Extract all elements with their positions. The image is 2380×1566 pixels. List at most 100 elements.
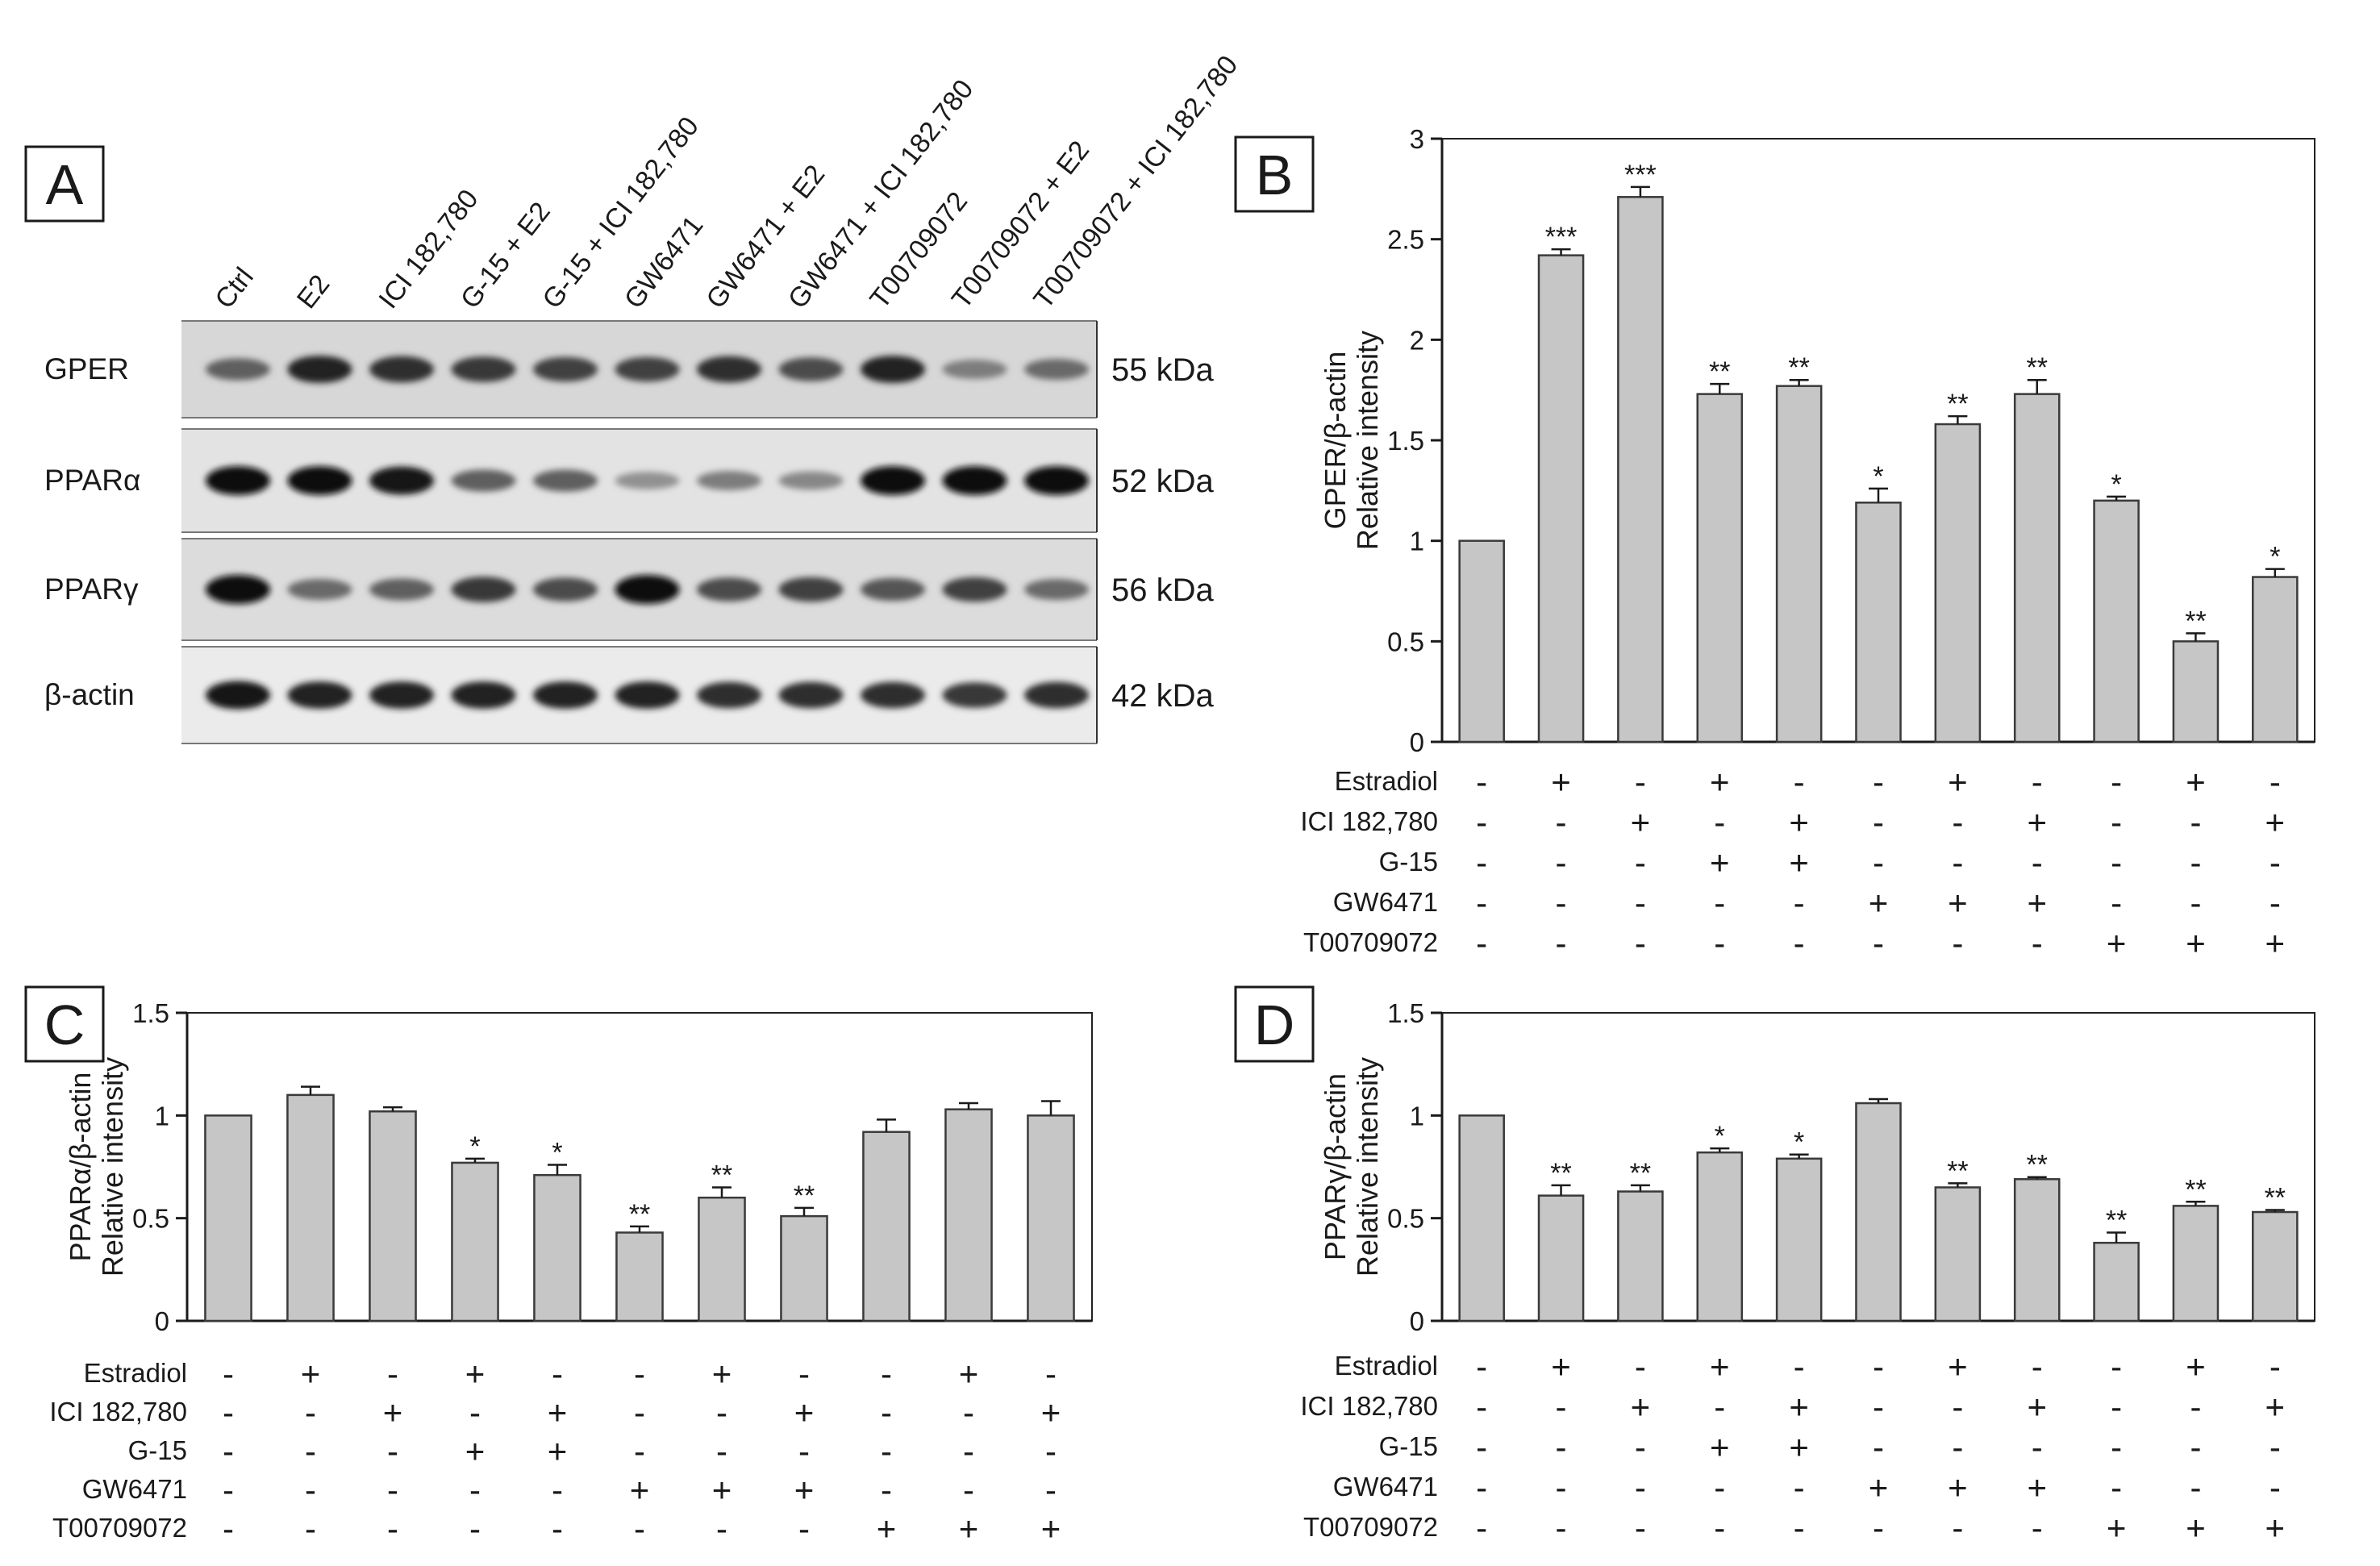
bar [533, 1173, 581, 1322]
blot-band [451, 469, 516, 492]
bar [698, 1196, 746, 1322]
blot-band [942, 466, 1007, 495]
treatment-symbol: - [1952, 803, 1963, 841]
bar [1696, 1151, 1744, 1322]
treatment-symbol: - [1476, 843, 1487, 881]
treatment-symbol: - [552, 1355, 563, 1393]
treatment-symbol: - [881, 1432, 892, 1470]
bar [286, 1093, 335, 1322]
treatment-symbol: + [2265, 924, 2286, 962]
bar [1617, 1190, 1664, 1322]
treatment-symbol: - [2111, 1347, 2122, 1385]
blot-band [778, 577, 844, 602]
treatment-symbol: + [877, 1510, 897, 1547]
treatment-label: ICI 182,780 [1300, 1391, 1438, 1421]
treatment-symbol: - [963, 1432, 974, 1470]
treatment-symbol: - [1476, 1388, 1487, 1426]
y-axis-label-line: Relative intensity [1351, 331, 1384, 550]
lane-label: G-15 + ICI 182,780 [536, 111, 705, 314]
treatment-symbol: - [1556, 843, 1567, 881]
treatment-symbol: - [1873, 763, 1884, 801]
treatment-symbol: + [1789, 1388, 1809, 1426]
treatment-symbol: - [552, 1510, 563, 1547]
significance-marker: ** [2026, 1150, 2047, 1181]
bar [204, 1114, 252, 1322]
blot-band [533, 681, 598, 709]
treatment-symbol: - [2032, 1509, 2043, 1547]
treatment-symbol: + [630, 1471, 650, 1509]
treatment-symbol: - [305, 1432, 316, 1470]
treatment-symbol: + [1948, 1468, 1968, 1506]
treatment-symbol: + [1948, 763, 1968, 801]
treatment-symbol: - [2270, 884, 2281, 922]
treatment-label: ICI 182,780 [49, 1397, 187, 1426]
treatment-symbol: - [2270, 843, 2281, 881]
treatment-symbol: - [1476, 1347, 1487, 1385]
blot-band [287, 578, 352, 601]
y-tick-label: 1 [1410, 527, 1424, 556]
treatment-symbol: - [1714, 924, 1725, 962]
blot-band [778, 357, 844, 381]
treatment-symbol: - [1873, 924, 1884, 962]
bar [1934, 1186, 1982, 1322]
treatment-symbol: - [1635, 924, 1646, 962]
treatment-symbol: - [1714, 1509, 1725, 1547]
blot-band [206, 466, 270, 495]
blot-band [861, 466, 925, 495]
blot-band [861, 577, 925, 602]
blot-band [369, 466, 434, 495]
treatment-symbol: - [2111, 1388, 2122, 1426]
treatment-symbol: - [1794, 1468, 1805, 1506]
blot-band [942, 360, 1007, 379]
blot-band [615, 356, 680, 382]
treatment-label: GW6471 [1333, 887, 1438, 917]
treatment-symbol: - [1873, 1428, 1884, 1466]
blot-band [615, 575, 680, 604]
treatment-label: G-15 [128, 1435, 187, 1465]
treatment-symbol: + [2265, 1509, 2286, 1547]
lane-label: T00709072 + E2 [946, 135, 1095, 314]
treatment-symbol: + [1631, 1388, 1651, 1426]
blot-band [451, 681, 516, 709]
treatment-symbol: - [2032, 1347, 2043, 1385]
y-axis-label-line: GPER/β-actin [1319, 352, 1352, 530]
treatment-label: Estradiol [84, 1358, 187, 1388]
treatment-symbol: + [1948, 884, 1968, 922]
treatment-symbol: - [963, 1471, 974, 1509]
treatment-symbol: - [305, 1471, 316, 1509]
treatment-symbol: + [959, 1510, 979, 1547]
protein-label: GPER [44, 352, 129, 385]
treatment-label: Estradiol [1335, 1351, 1438, 1381]
treatment-symbol: + [2186, 1347, 2206, 1385]
blot-band [697, 356, 761, 383]
y-axis-label-line: PPARγ/β-actin [1319, 1073, 1352, 1260]
treatment-symbol: - [798, 1432, 810, 1470]
significance-marker: ** [1550, 1158, 1571, 1189]
treatment-symbol: + [2027, 803, 2047, 841]
treatment-symbol: - [1635, 843, 1646, 881]
blot-band [369, 356, 434, 383]
treatment-symbol: - [1556, 924, 1567, 962]
treatment-symbol: + [301, 1355, 321, 1393]
significance-marker: ** [629, 1199, 650, 1230]
significance-marker: * [2111, 469, 2121, 500]
y-tick-label: 2 [1410, 325, 1424, 355]
treatment-symbol: + [1789, 803, 1809, 841]
panel-letter-box [1234, 985, 1315, 1063]
treatment-label: GW6471 [1333, 1472, 1438, 1501]
treatment-label: T00709072 [52, 1513, 187, 1543]
treatment-symbol: - [2190, 1388, 2201, 1426]
treatment-symbol: - [2270, 763, 2281, 801]
treatment-symbol: - [223, 1355, 234, 1393]
y-tick-label: 0 [1410, 727, 1424, 757]
treatment-symbol: - [798, 1355, 810, 1393]
blot-band [615, 472, 680, 489]
blot-band [942, 682, 1007, 708]
y-axis-label: PPARγ/β-actinRelative intensity [1319, 1057, 1384, 1277]
y-tick-label: 0.5 [1387, 627, 1424, 656]
bar [451, 1161, 499, 1322]
treatment-symbol: + [1551, 763, 1571, 801]
blot-band [533, 577, 598, 602]
